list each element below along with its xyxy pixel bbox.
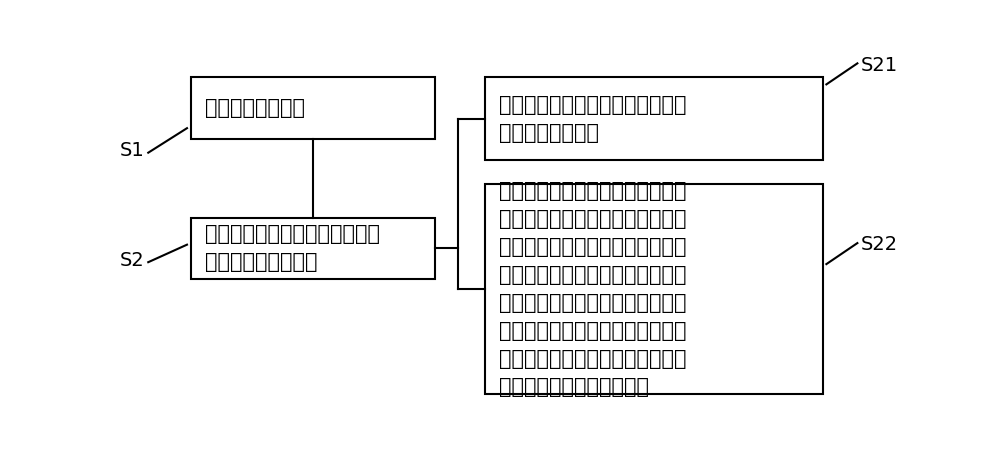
Text: S2: S2 bbox=[120, 251, 144, 270]
Text: S22: S22 bbox=[861, 235, 898, 254]
Bar bbox=[485, 77, 822, 160]
Bar bbox=[191, 217, 435, 279]
Text: 提供半导体衬底层: 提供半导体衬底层 bbox=[205, 98, 305, 118]
Bar bbox=[485, 184, 822, 394]
Bar bbox=[191, 77, 435, 139]
Text: S1: S1 bbox=[120, 142, 144, 161]
Text: 在所述半导体衬底层的一侧形成第
一背面透明导电膜: 在所述半导体衬底层的一侧形成第 一背面透明导电膜 bbox=[499, 95, 687, 142]
Text: 在所述半导体衬底层的一侧形成
背面复合透明导电膜: 在所述半导体衬底层的一侧形成 背面复合透明导电膜 bbox=[205, 224, 380, 272]
Text: S21: S21 bbox=[861, 56, 898, 75]
Text: 在所述第一背面透明导电膜背向所
述半导体衬底层的一侧表面形成第
二背面透明导电膜；所述第一背面
透明导电膜和所述第二背面透明导
电膜中均掺杂有三族重原子，所述
: 在所述第一背面透明导电膜背向所 述半导体衬底层的一侧表面形成第 二背面透明导电膜… bbox=[499, 182, 687, 397]
